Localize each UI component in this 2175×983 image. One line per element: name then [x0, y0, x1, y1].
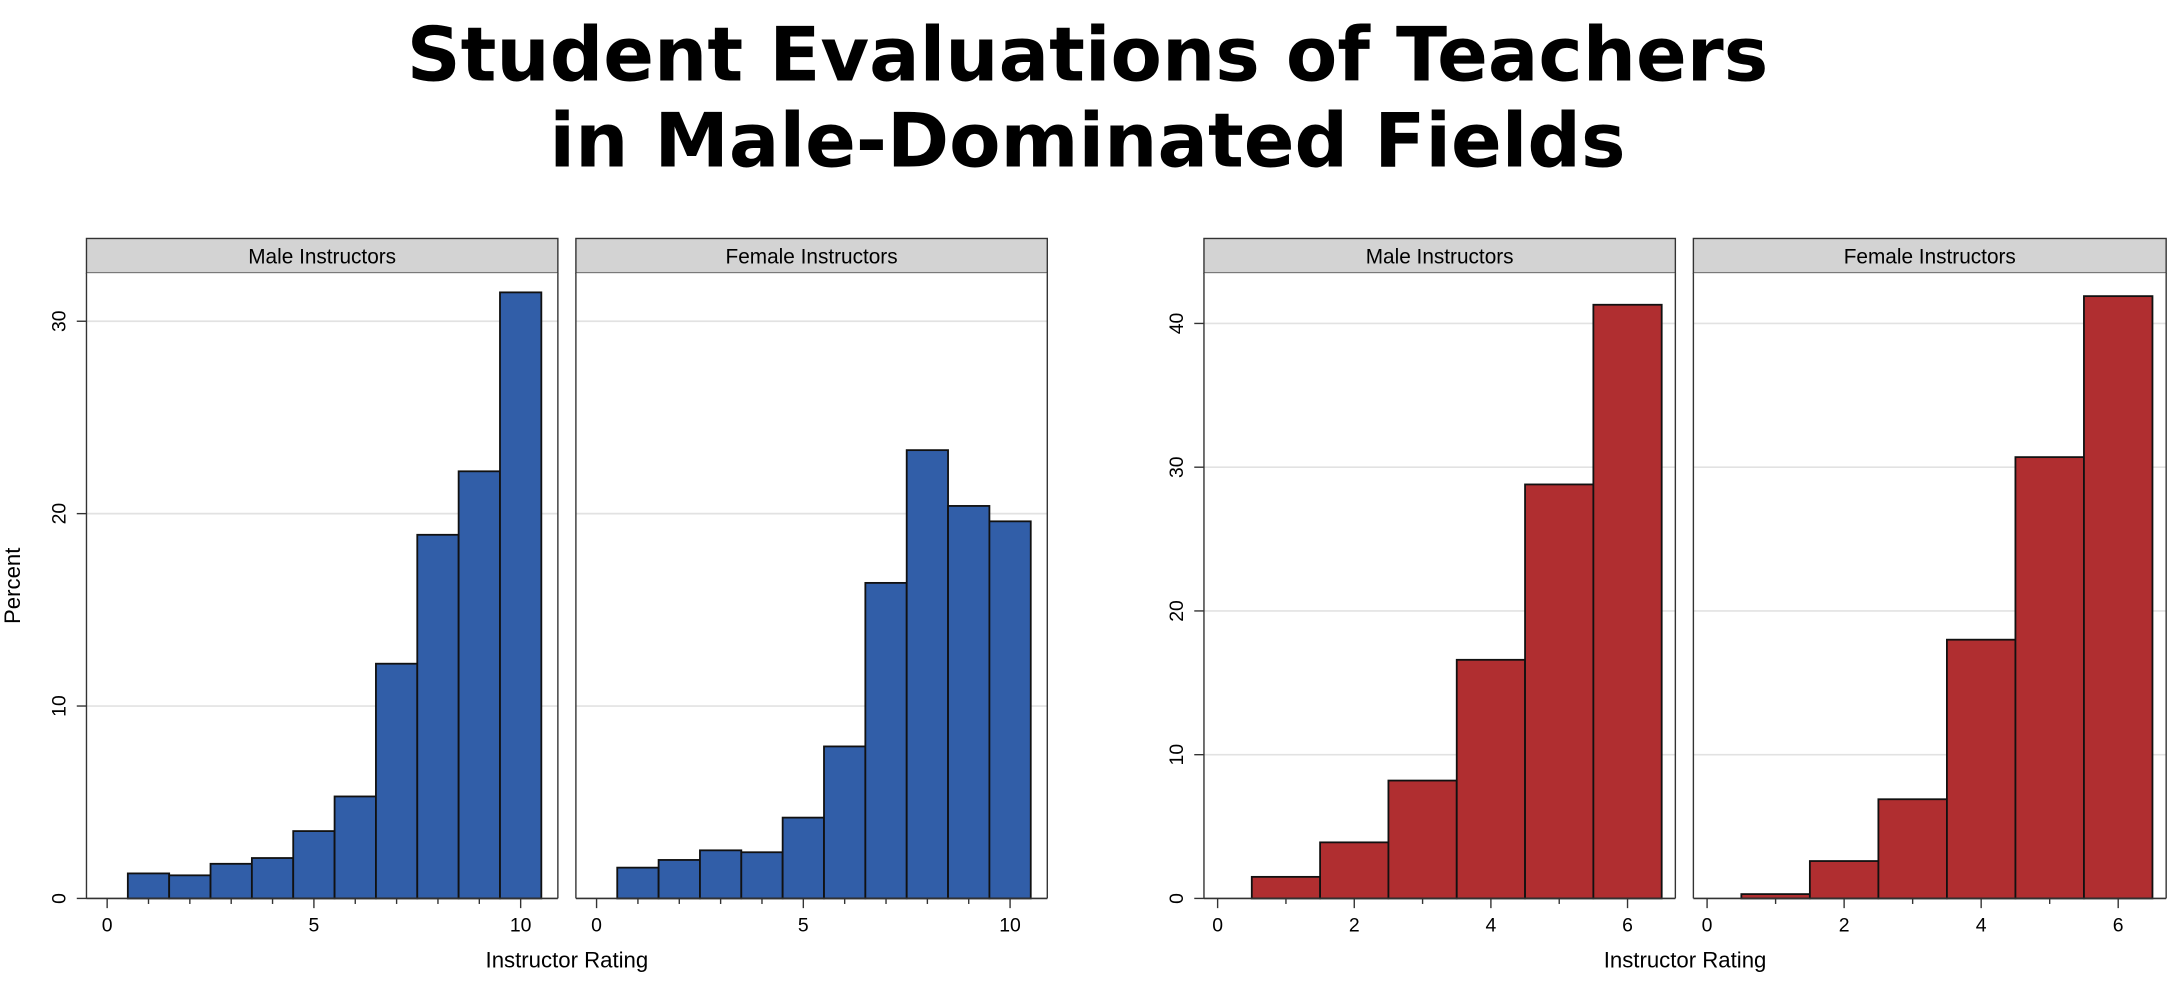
panel-strip	[1692, 237, 2167, 274]
histogram-bar	[209, 862, 253, 900]
charts: Male Instructors 0 5 10 Female Instructors 0 5…	[0, 237, 2167, 973]
histogram-bar	[375, 662, 419, 900]
x-tick-label: 10	[510, 915, 532, 937]
histogram-bar	[250, 857, 295, 900]
panel-strip-label: Female Instructors	[726, 245, 898, 268]
x-tick-label: 0	[1212, 915, 1223, 937]
histogram-bar	[499, 291, 543, 900]
panel-strip-label: Male Instructors	[248, 245, 396, 268]
histogram-bar	[616, 866, 660, 900]
histogram-bar	[1319, 841, 1390, 900]
x-tick-label: 0	[102, 915, 113, 937]
panel-strip	[1203, 237, 1677, 274]
y-axis: 0 10 20 30 Percent	[0, 310, 87, 904]
y-tick-label: 10	[1166, 744, 1188, 766]
title-line-1: Student Evaluations of Teachers	[407, 11, 1769, 98]
y-tick-label: 0	[49, 893, 71, 904]
histogram-bar	[2083, 295, 2154, 900]
histogram-bar	[1592, 303, 1663, 900]
histogram-bar	[740, 851, 784, 900]
histogram-bar	[1250, 875, 1322, 900]
y-tick-label: 10	[49, 695, 71, 717]
title-line-2: in Male-Dominated Fields	[549, 97, 1625, 184]
x-tick-label: 2	[1839, 915, 1850, 937]
panel-strip-label: Male Instructors	[1366, 245, 1514, 268]
y-tick-label: 30	[49, 310, 71, 332]
x-tick-label: 5	[309, 915, 320, 937]
histogram-bar	[1524, 483, 1595, 900]
panel-male: Male Instructors 0 2 4 6	[1203, 237, 1677, 937]
histogram-bar	[864, 581, 908, 900]
histogram-bar	[292, 830, 336, 900]
panel-strip	[575, 237, 1048, 274]
x-tick-label: 0	[591, 915, 602, 937]
histogram-bar	[333, 795, 377, 900]
y-tick-label: 30	[1166, 456, 1188, 478]
x-tick-label: 5	[798, 915, 809, 937]
y-tick-label: 20	[49, 503, 71, 525]
histogram-bar	[2014, 456, 2085, 900]
chart-1: Male Instructors 0 5 10 Female Instructors 0 5…	[0, 237, 1048, 973]
histogram-bar	[781, 816, 825, 900]
histogram-bar	[416, 533, 460, 900]
y-axis-label: Percent	[0, 548, 25, 624]
panel-female: Female Instructors 0 2 4 6	[1692, 237, 2167, 937]
x-tick-label: 6	[1622, 915, 1633, 937]
histogram-bar	[823, 745, 867, 900]
panel-female: Female Instructors 0 5 10	[575, 237, 1048, 937]
x-axis-label: Instructor Rating	[1604, 948, 1767, 973]
histogram-bar	[126, 872, 171, 900]
histogram-bar	[657, 859, 701, 900]
histogram-bar	[905, 449, 949, 900]
histogram-bar	[1455, 658, 1526, 900]
histogram-bar	[1877, 798, 1948, 900]
histogram-bar	[1808, 860, 1880, 900]
histogram-bar	[457, 470, 501, 900]
histogram-bar	[1387, 779, 1458, 900]
x-tick-label: 0	[1702, 915, 1713, 937]
y-tick-label: 20	[1166, 600, 1188, 622]
y-axis: 0 10 20 30 40	[1166, 312, 1204, 904]
histogram-bar	[168, 874, 212, 900]
panel-strip-label: Female Instructors	[1844, 245, 2016, 268]
y-tick-label: 0	[1166, 893, 1188, 904]
x-tick-label: 2	[1349, 915, 1360, 937]
chart-2: Male Instructors 0 2 4 6 Female Instructors 0 2…	[1166, 237, 2167, 973]
x-axis-label: Instructor Rating	[486, 948, 649, 973]
y-tick-label: 40	[1166, 312, 1188, 334]
histogram-bar	[1946, 638, 2017, 900]
histogram-bar	[988, 520, 1032, 900]
panel-male: Male Instructors 0 5 10	[85, 237, 559, 937]
x-tick-label: 6	[2113, 915, 2124, 937]
histogram-bar	[947, 505, 991, 900]
x-tick-label: 10	[999, 915, 1021, 937]
histogram-bar	[699, 849, 743, 900]
panel-strip	[85, 237, 559, 274]
x-tick-label: 4	[1486, 915, 1497, 937]
x-tick-label: 4	[1976, 915, 1987, 937]
